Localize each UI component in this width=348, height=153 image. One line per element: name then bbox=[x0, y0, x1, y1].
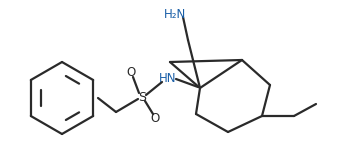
Text: O: O bbox=[126, 65, 136, 78]
Text: H₂N: H₂N bbox=[164, 7, 186, 21]
Text: HN: HN bbox=[159, 71, 177, 84]
Text: O: O bbox=[150, 112, 160, 125]
Text: S: S bbox=[138, 91, 146, 103]
